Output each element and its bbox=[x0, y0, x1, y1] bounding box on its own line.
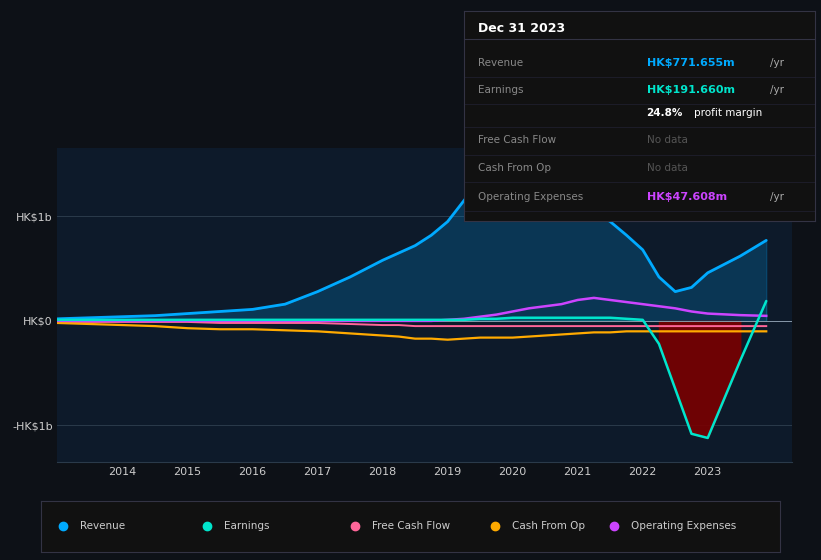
Text: HK$47.608m: HK$47.608m bbox=[647, 192, 727, 202]
Text: /yr: /yr bbox=[769, 85, 783, 95]
Text: Operating Expenses: Operating Expenses bbox=[631, 521, 736, 531]
Text: /yr: /yr bbox=[769, 58, 783, 68]
Text: No data: No data bbox=[647, 136, 687, 146]
Text: /yr: /yr bbox=[769, 192, 783, 202]
Text: HK$191.660m: HK$191.660m bbox=[647, 85, 735, 95]
Text: Operating Expenses: Operating Expenses bbox=[478, 192, 583, 202]
Text: Earnings: Earnings bbox=[478, 85, 524, 95]
Text: Revenue: Revenue bbox=[80, 521, 126, 531]
Text: HK$771.655m: HK$771.655m bbox=[647, 58, 734, 68]
Text: Earnings: Earnings bbox=[224, 521, 270, 531]
Text: No data: No data bbox=[647, 162, 687, 172]
Text: Revenue: Revenue bbox=[478, 58, 523, 68]
Text: Cash From Op: Cash From Op bbox=[512, 521, 585, 531]
Text: Cash From Op: Cash From Op bbox=[478, 162, 551, 172]
Text: Free Cash Flow: Free Cash Flow bbox=[372, 521, 450, 531]
Text: Dec 31 2023: Dec 31 2023 bbox=[478, 22, 565, 35]
Text: 24.8%: 24.8% bbox=[647, 108, 683, 118]
Text: Free Cash Flow: Free Cash Flow bbox=[478, 136, 556, 146]
Text: profit margin: profit margin bbox=[694, 108, 762, 118]
